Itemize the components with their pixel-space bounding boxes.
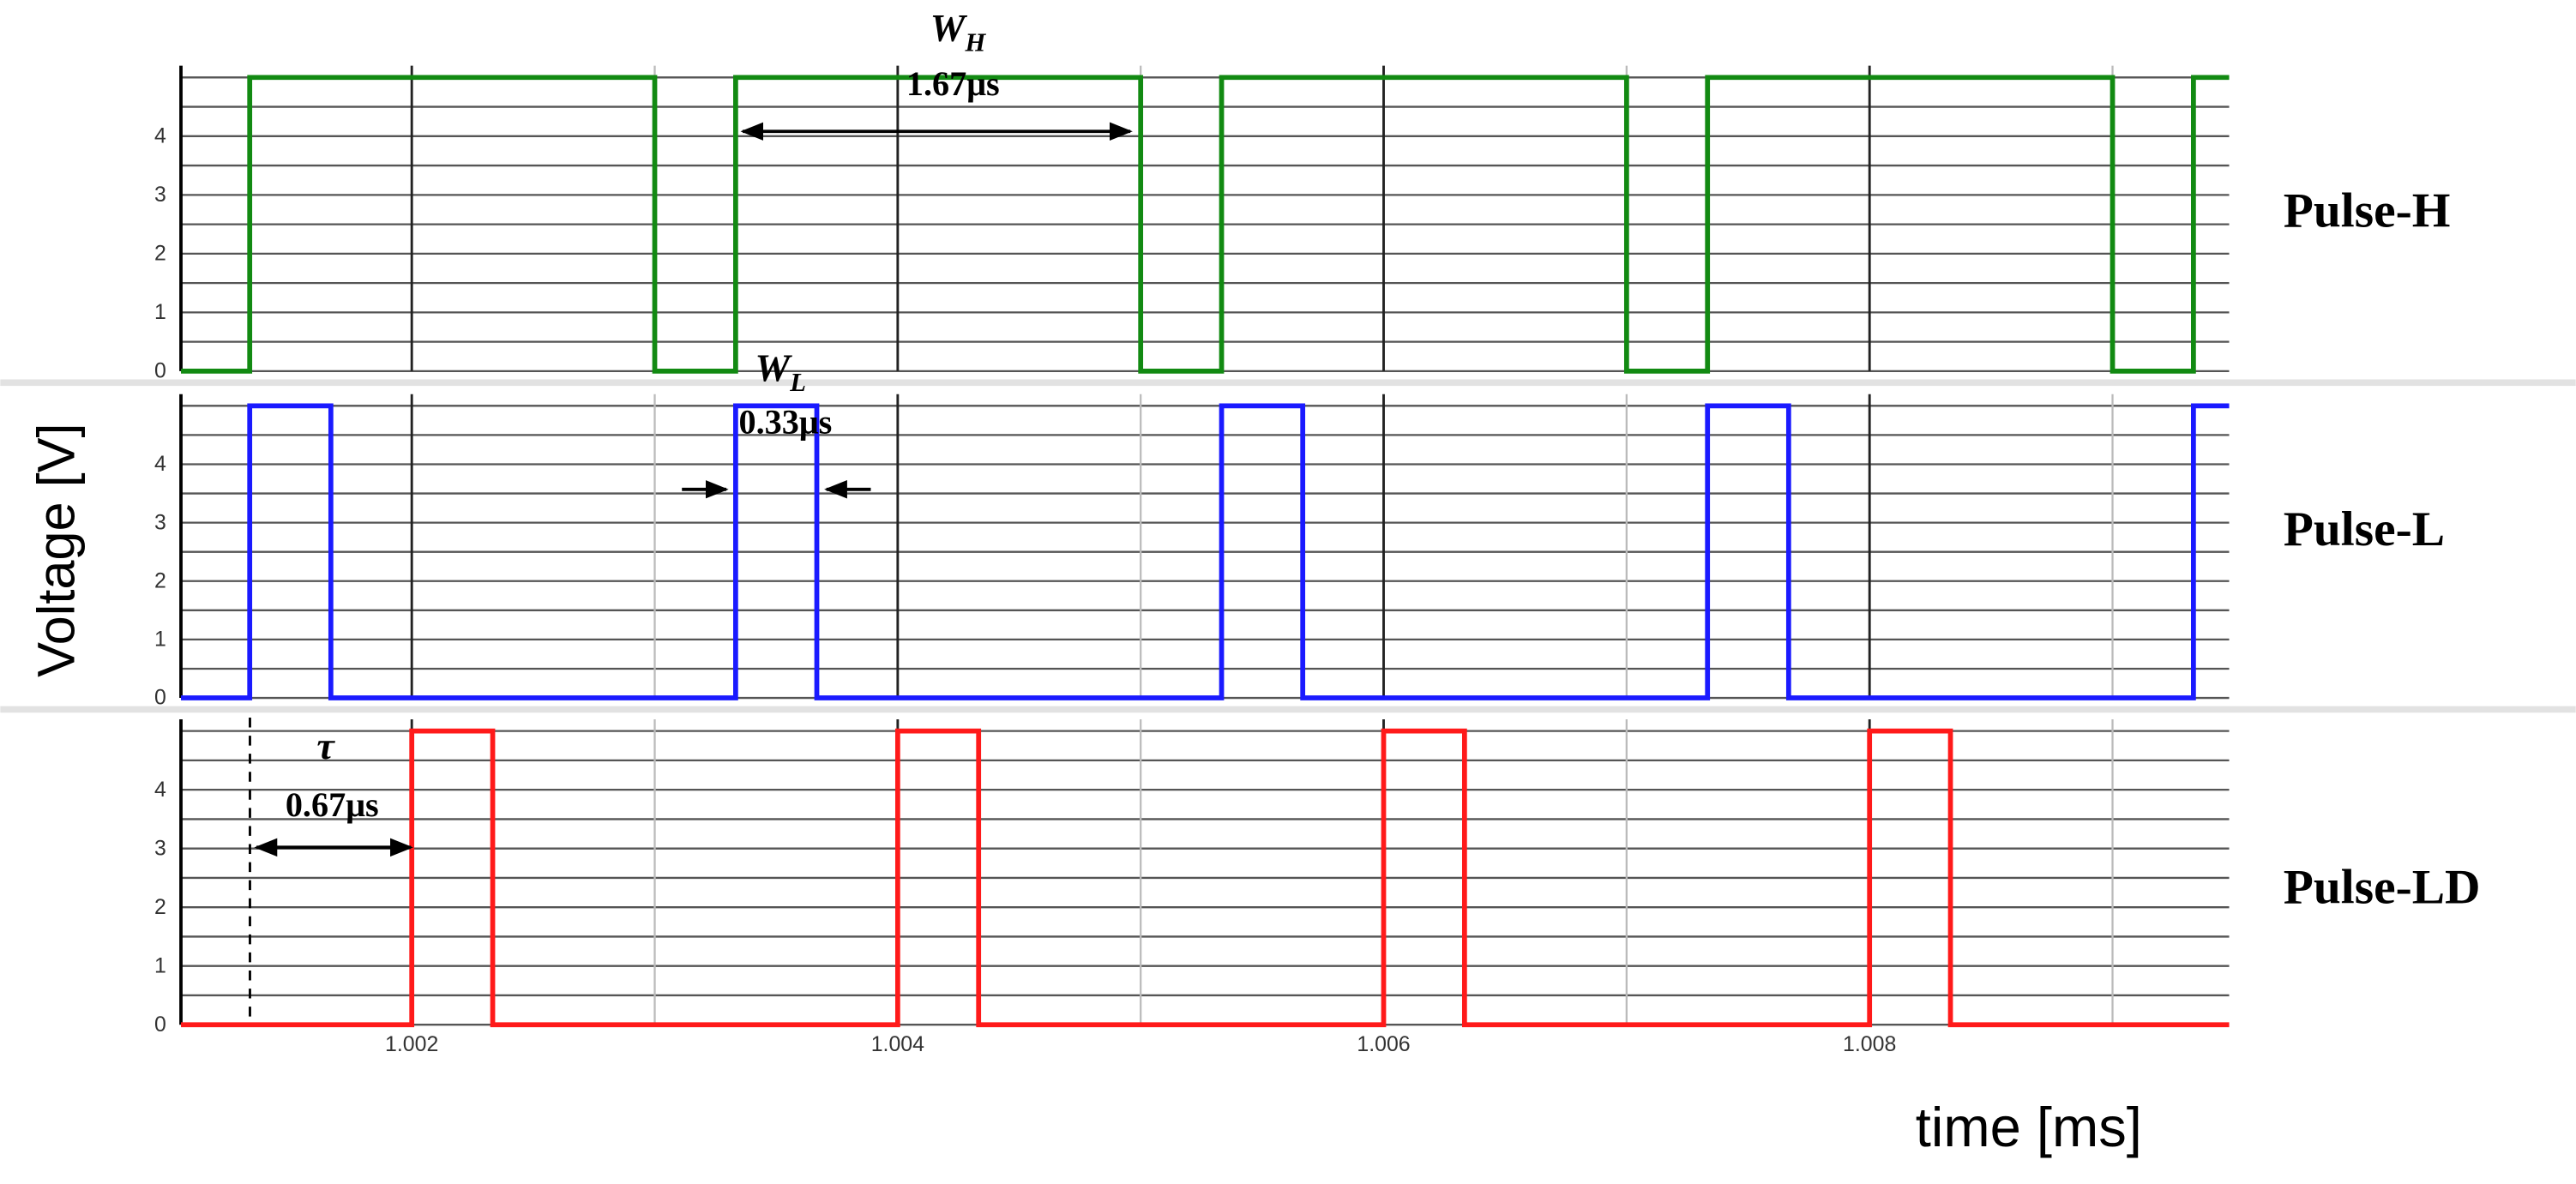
y-tick-label: 1: [154, 300, 166, 324]
annotation: 1.67μs: [906, 64, 1000, 103]
y-tick-label: 3: [154, 836, 166, 860]
annotation-text: τ: [316, 724, 335, 767]
pulse-line: [181, 75, 2230, 374]
y-axis-label: Voltage [V]: [27, 423, 86, 676]
annotation: τ: [316, 724, 335, 767]
y-tick-label: 1: [154, 628, 166, 652]
annotation-subscript: L: [789, 368, 806, 397]
annotation-subscript: H: [965, 27, 987, 57]
grid: 0 1 2 3 4 0 1 2 3 4 0 1 2 3 4 1.002 1.004 1.006 1.008: [0, 65, 2576, 1056]
y-tick-label: 0: [154, 1013, 166, 1037]
y-tick-label: 0: [154, 359, 166, 383]
annotation: 0.33μs: [738, 403, 832, 442]
panel-separator: [0, 379, 2576, 387]
y-tick-label: 4: [154, 452, 166, 476]
y-tick-label: 4: [154, 778, 166, 802]
annotation-text: 0.67μs: [286, 785, 379, 824]
y-tick-label: 2: [154, 242, 166, 266]
plot-lines: [181, 75, 2230, 1028]
y-tick-label: 3: [154, 510, 166, 534]
annotation-text: 0.33μs: [738, 403, 832, 442]
x-axis-label: time [ms]: [1916, 1096, 2142, 1158]
annotation: WH: [930, 6, 987, 57]
series-label: Pulse-LD: [2284, 860, 2481, 914]
x-tick-label: 1.004: [871, 1032, 924, 1056]
x-tick-label: 1.006: [1357, 1032, 1410, 1056]
y-tick-label: 1: [154, 953, 166, 977]
annotation-text: W: [755, 346, 792, 389]
x-tick-label: 1.008: [1843, 1032, 1896, 1056]
annotation: 0.67μs: [286, 785, 379, 824]
annotation-text: W: [930, 6, 968, 50]
y-tick-label: 0: [154, 686, 166, 710]
annotation-text: 1.67μs: [906, 64, 1000, 103]
pulse-line: [181, 728, 2230, 1028]
y-tick-label: 3: [154, 183, 166, 207]
y-tick-label: 2: [154, 568, 166, 592]
series-label: Pulse-L: [2284, 502, 2445, 556]
x-tick-label: 1.002: [385, 1032, 438, 1056]
pulse-line: [181, 403, 2230, 700]
series-label: Pulse-H: [2284, 183, 2451, 237]
annotation: WL: [755, 346, 806, 396]
y-tick-label: 4: [154, 123, 166, 147]
y-tick-label: 2: [154, 895, 166, 919]
panel-separator: [0, 706, 2576, 713]
